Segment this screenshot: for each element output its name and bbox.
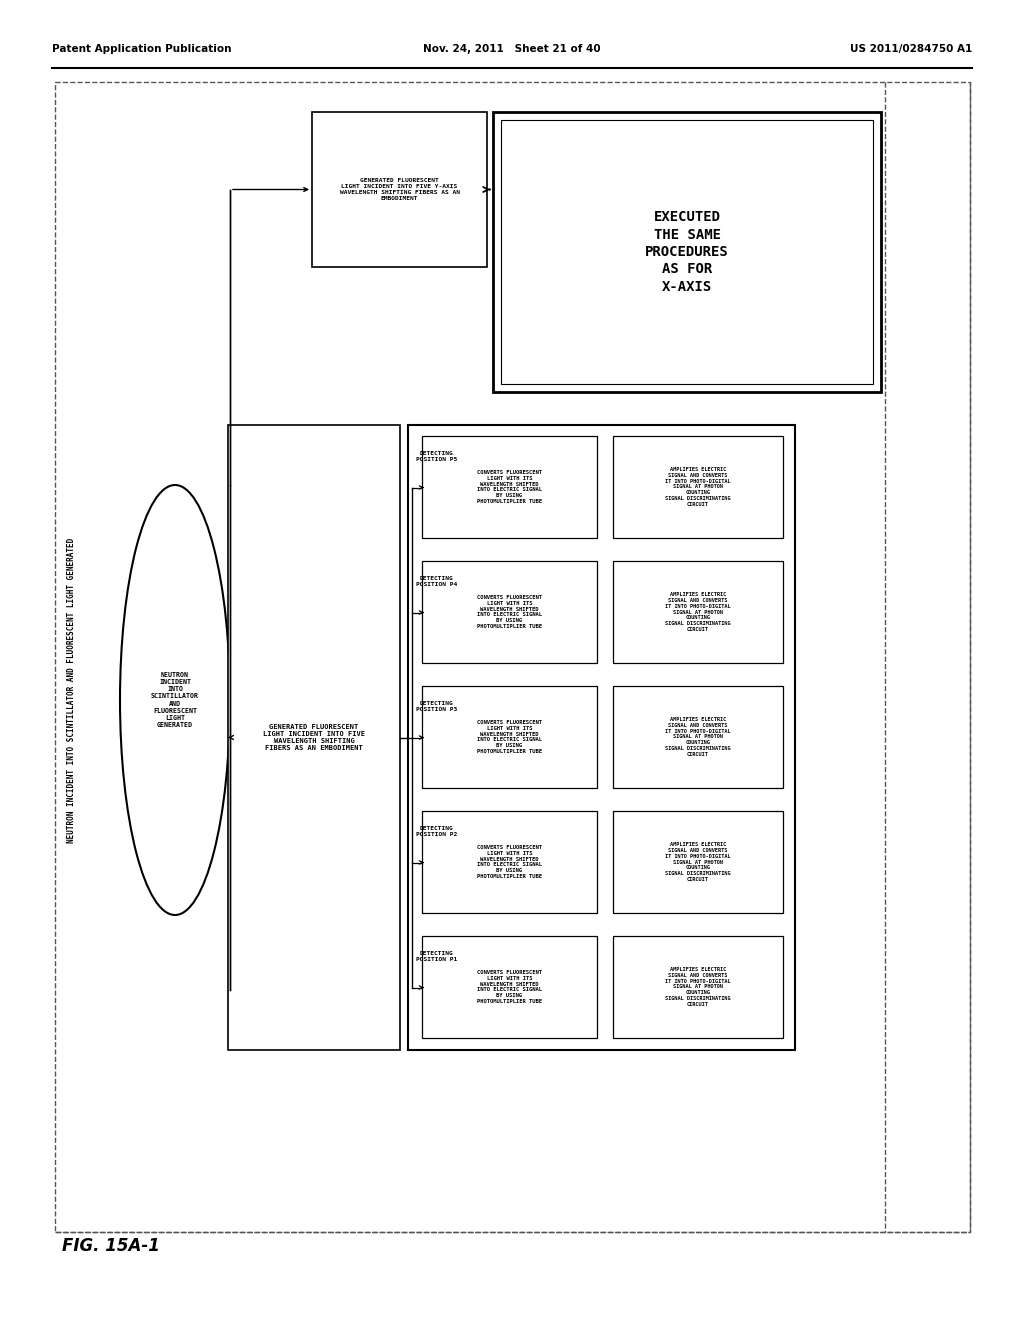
Bar [55, 82, 970, 1232]
Text: Patent Application Publication: Patent Application Publication [52, 44, 231, 54]
Bar [312, 112, 487, 267]
Bar [613, 686, 783, 788]
Text: AMPLIFIES ELECTRIC
SIGNAL AND CONVERTS
IT INTO PHOTO-DIGITAL
SIGNAL AT PHOTON
CO: AMPLIFIES ELECTRIC SIGNAL AND CONVERTS I… [666, 717, 731, 756]
Text: AMPLIFIES ELECTRIC
SIGNAL AND CONVERTS
IT INTO PHOTO-DIGITAL
SIGNAL AT PHOTON
CO: AMPLIFIES ELECTRIC SIGNAL AND CONVERTS I… [666, 968, 731, 1007]
Text: DETECTING
POSITION P3: DETECTING POSITION P3 [416, 701, 457, 711]
Text: NEUTRON INCIDENT INTO SCINTILLATOR AND FLUORESCENT LIGHT GENERATED: NEUTRON INCIDENT INTO SCINTILLATOR AND F… [68, 537, 77, 842]
Text: CONVERTS FLUORESCENT
LIGHT WITH ITS
WAVELENGTH SHIFTED
INTO ELECTRIC SIGNAL
BY U: CONVERTS FLUORESCENT LIGHT WITH ITS WAVE… [477, 595, 542, 630]
Bar [501, 120, 873, 384]
Bar [613, 810, 783, 913]
Bar [613, 436, 783, 539]
Text: CONVERTS FLUORESCENT
LIGHT WITH ITS
WAVELENGTH SHIFTED
INTO ELECTRIC SIGNAL
BY U: CONVERTS FLUORESCENT LIGHT WITH ITS WAVE… [477, 470, 542, 504]
Bar [422, 686, 597, 788]
Bar [422, 561, 597, 663]
Bar [228, 425, 400, 1049]
Text: NEUTRON
INCIDENT
INTO
SCINTILLATOR
AND
FLUORESCENT
LIGHT
GENERATED: NEUTRON INCIDENT INTO SCINTILLATOR AND F… [151, 672, 199, 729]
Text: DETECTING
POSITION P2: DETECTING POSITION P2 [416, 826, 457, 837]
Text: EXECUTED
THE SAME
PROCEDURES
AS FOR
X-AXIS: EXECUTED THE SAME PROCEDURES AS FOR X-AX… [645, 210, 729, 293]
Text: DETECTING
POSITION P4: DETECTING POSITION P4 [416, 576, 457, 586]
Bar [493, 112, 881, 392]
Bar [422, 810, 597, 913]
Text: AMPLIFIES ELECTRIC
SIGNAL AND CONVERTS
IT INTO PHOTO-DIGITAL
SIGNAL AT PHOTON
CO: AMPLIFIES ELECTRIC SIGNAL AND CONVERTS I… [666, 842, 731, 882]
Text: AMPLIFIES ELECTRIC
SIGNAL AND CONVERTS
IT INTO PHOTO-DIGITAL
SIGNAL AT PHOTON
CO: AMPLIFIES ELECTRIC SIGNAL AND CONVERTS I… [666, 467, 731, 507]
Bar [408, 425, 795, 1049]
Text: GENERATED FLUORESCENT
LIGHT INCIDENT INTO FIVE Y-AXIS
WAVELENGTH SHIFTING FIBERS: GENERATED FLUORESCENT LIGHT INCIDENT INT… [340, 178, 460, 201]
Ellipse shape [120, 484, 230, 915]
Text: CONVERTS FLUORESCENT
LIGHT WITH ITS
WAVELENGTH SHIFTED
INTO ELECTRIC SIGNAL
BY U: CONVERTS FLUORESCENT LIGHT WITH ITS WAVE… [477, 845, 542, 879]
Text: US 2011/0284750 A1: US 2011/0284750 A1 [850, 44, 972, 54]
Bar [422, 936, 597, 1038]
Text: AMPLIFIES ELECTRIC
SIGNAL AND CONVERTS
IT INTO PHOTO-DIGITAL
SIGNAL AT PHOTON
CO: AMPLIFIES ELECTRIC SIGNAL AND CONVERTS I… [666, 593, 731, 632]
Text: CONVERTS FLUORESCENT
LIGHT WITH ITS
WAVELENGTH SHIFTED
INTO ELECTRIC SIGNAL
BY U: CONVERTS FLUORESCENT LIGHT WITH ITS WAVE… [477, 970, 542, 1005]
Text: Nov. 24, 2011   Sheet 21 of 40: Nov. 24, 2011 Sheet 21 of 40 [423, 44, 601, 54]
Text: GENERATED FLUORESCENT
LIGHT INCIDENT INTO FIVE
WAVELENGTH SHIFTING
FIBERS AS AN : GENERATED FLUORESCENT LIGHT INCIDENT INT… [263, 723, 365, 751]
Text: DETECTING
POSITION P1: DETECTING POSITION P1 [416, 950, 457, 962]
Text: FIG. 15A-1: FIG. 15A-1 [62, 1237, 160, 1255]
Bar [613, 936, 783, 1038]
Text: DETECTING
POSITION P5: DETECTING POSITION P5 [416, 451, 457, 462]
Bar [422, 436, 597, 539]
Bar [613, 561, 783, 663]
Text: CONVERTS FLUORESCENT
LIGHT WITH ITS
WAVELENGTH SHIFTED
INTO ELECTRIC SIGNAL
BY U: CONVERTS FLUORESCENT LIGHT WITH ITS WAVE… [477, 719, 542, 754]
